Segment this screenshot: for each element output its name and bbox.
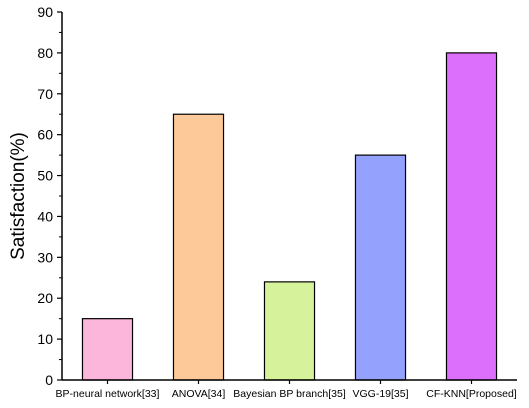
bar <box>445 52 498 381</box>
y-tick-label: 30 <box>37 249 53 265</box>
bar <box>263 281 316 381</box>
y-axis-ticks: 0 10 20 30 40 50 60 70 80 90 <box>37 4 62 388</box>
bars <box>81 52 498 381</box>
y-tick-label: 0 <box>45 372 53 388</box>
y-tick-label: 40 <box>37 208 53 224</box>
x-category-label: Bayesian BP branch[35] <box>233 388 346 400</box>
y-tick-label: 70 <box>37 86 53 102</box>
y-tick-label: 60 <box>37 127 53 143</box>
y-tick-label: 80 <box>37 45 53 61</box>
x-category-label: CF-KNN[Proposed] <box>426 388 517 400</box>
bar <box>172 113 225 381</box>
x-category-label: VGG-19[35] <box>352 388 408 400</box>
y-tick-label: 10 <box>37 331 53 347</box>
x-axis-ticks: BP-neural network[33] ANOVA[34] Bayesian B… <box>56 380 517 400</box>
bar <box>354 154 407 381</box>
x-category-label: ANOVA[34] <box>172 388 226 400</box>
y-tick-label: 50 <box>37 168 53 184</box>
y-tick-label: 20 <box>37 290 53 306</box>
x-category-label: BP-neural network[33] <box>56 388 160 400</box>
bar <box>81 318 134 381</box>
y-axis-title: Satisfaction(%) <box>8 132 29 260</box>
y-tick-label: 90 <box>37 4 53 20</box>
